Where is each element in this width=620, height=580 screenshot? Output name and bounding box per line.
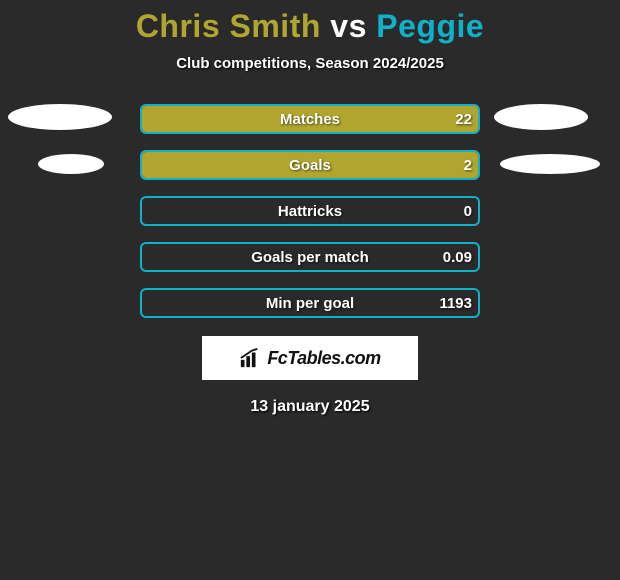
bar-shell xyxy=(140,196,480,226)
bar-shell xyxy=(140,104,480,134)
stat-row: Min per goal1193 xyxy=(0,288,620,318)
title-player2: Peggie xyxy=(376,8,484,44)
comparison-chart: Matches22 Goals2 Hattricks0 Goals per match… xyxy=(0,104,620,318)
page-title: Chris Smith vs Peggie xyxy=(0,0,620,45)
logo-badge: FcTables.com xyxy=(202,336,418,380)
logo-text: FcTables.com xyxy=(267,348,380,369)
bar-shell xyxy=(140,288,480,318)
subtitle: Club competitions, Season 2024/2025 xyxy=(0,55,620,72)
bar-fill xyxy=(142,106,478,132)
title-vs: vs xyxy=(330,8,367,44)
stat-row: Hattricks0 xyxy=(0,196,620,226)
title-player1: Chris Smith xyxy=(136,8,321,44)
stat-row: Goals per match0.09 xyxy=(0,242,620,272)
fctables-icon xyxy=(239,347,261,369)
bar-fill xyxy=(142,152,478,178)
bar-shell xyxy=(140,150,480,180)
stat-row: Matches22 xyxy=(0,104,620,134)
date-label: 13 january 2025 xyxy=(0,398,620,416)
stat-row: Goals2 xyxy=(0,150,620,180)
bar-shell xyxy=(140,242,480,272)
